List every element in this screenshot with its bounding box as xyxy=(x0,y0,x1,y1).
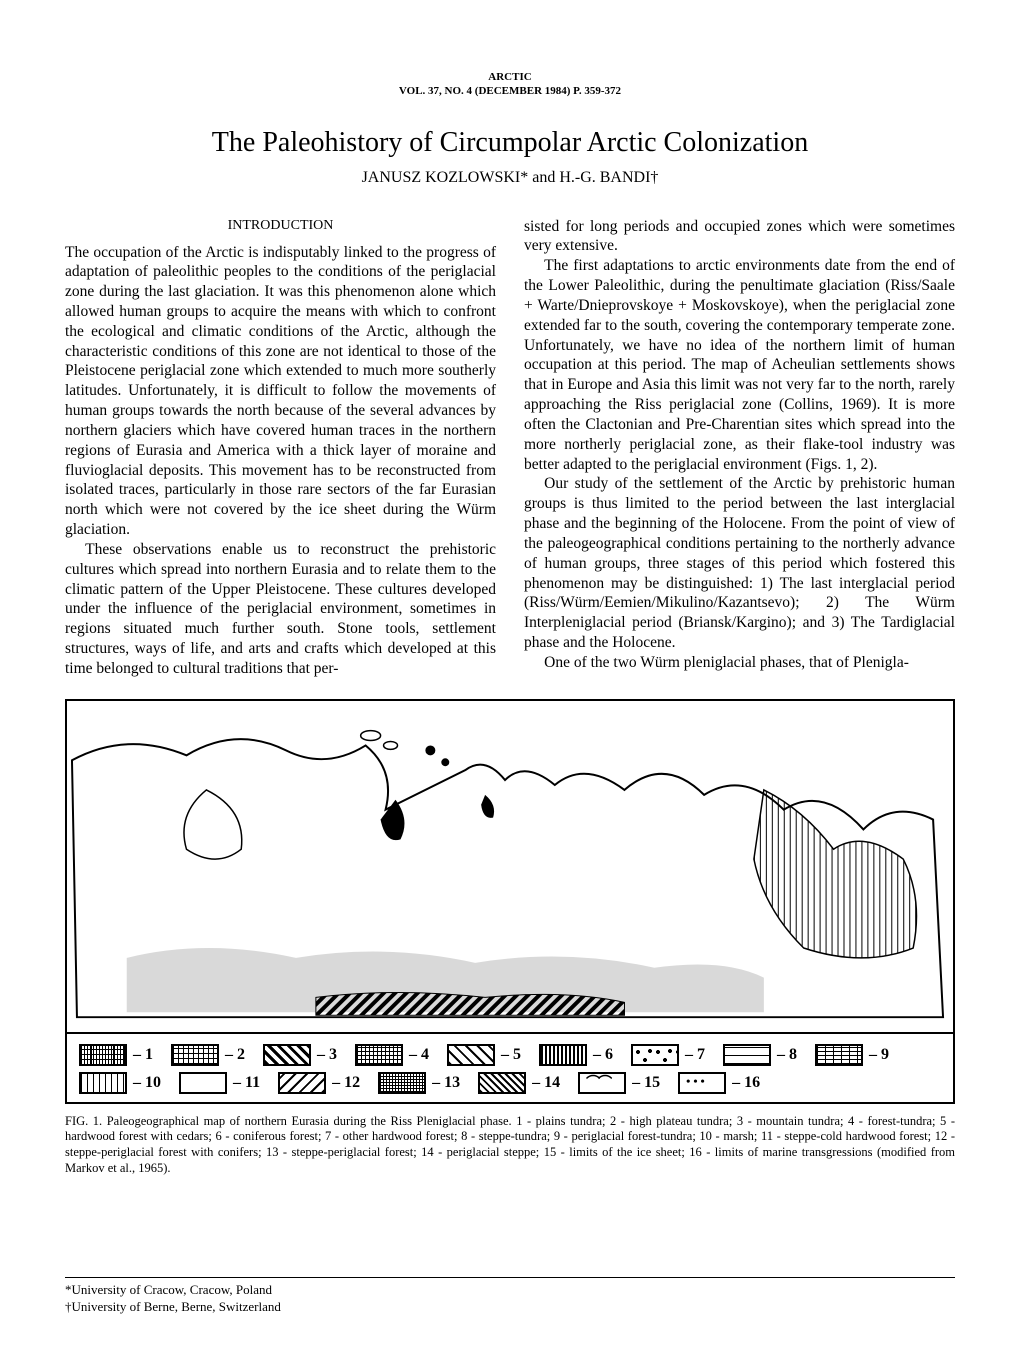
legend-number: – 3 xyxy=(317,1046,337,1064)
figure-1: – 1 – 2 – 3 – 4 – 5 – 6 – 7 – 8 – 9 – 10 – 11 – 12 –… xyxy=(65,699,955,1177)
body-paragraph: The first adaptations to arctic environm… xyxy=(524,256,955,474)
legend-item: – 9 xyxy=(815,1044,889,1066)
legend-swatch xyxy=(378,1072,426,1094)
body-paragraph: sisted for long periods and occupied zon… xyxy=(524,217,955,257)
figure-caption: FIG. 1. Paleogeographical map of norther… xyxy=(65,1114,955,1177)
legend-number: – 4 xyxy=(409,1046,429,1064)
legend-swatch xyxy=(447,1044,495,1066)
journal-header: ARCTIC VOL. 37, NO. 4 (DECEMBER 1984) P.… xyxy=(65,70,955,99)
left-column: INTRODUCTION The occupation of the Arcti… xyxy=(65,217,496,679)
paper-title: The Paleohistory of Circumpolar Arctic C… xyxy=(65,127,955,159)
legend-swatch xyxy=(631,1044,679,1066)
legend-item: – 2 xyxy=(171,1044,245,1066)
figure-map xyxy=(65,699,955,1034)
legend-swatch xyxy=(678,1072,726,1094)
legend-number: – 2 xyxy=(225,1046,245,1064)
figure-legend: – 1 – 2 – 3 – 4 – 5 – 6 – 7 – 8 – 9 – 10 – 11 – 12 –… xyxy=(65,1034,955,1104)
legend-number: – 11 xyxy=(233,1074,260,1092)
legend-number: – 1 xyxy=(133,1046,153,1064)
legend-swatch xyxy=(539,1044,587,1066)
legend-number: – 9 xyxy=(869,1046,889,1064)
legend-swatch xyxy=(79,1044,127,1066)
legend-swatch xyxy=(355,1044,403,1066)
legend-item: – 6 xyxy=(539,1044,613,1066)
author-affiliations: *University of Cracow, Cracow, Poland †U… xyxy=(65,1277,955,1316)
journal-issue: VOL. 37, NO. 4 (DECEMBER 1984) P. 359-37… xyxy=(65,84,955,98)
legend-item: – 5 xyxy=(447,1044,521,1066)
body-paragraph: One of the two Würm pleniglacial phases,… xyxy=(524,653,955,673)
legend-number: – 10 xyxy=(133,1074,161,1092)
body-paragraph: These observations enable us to reconstr… xyxy=(65,540,496,679)
legend-number: – 6 xyxy=(593,1046,613,1064)
legend-item: – 11 xyxy=(179,1072,260,1094)
journal-name: ARCTIC xyxy=(65,70,955,84)
legend-item: – 1 xyxy=(79,1044,153,1066)
legend-item: – 3 xyxy=(263,1044,337,1066)
legend-swatch xyxy=(79,1072,127,1094)
legend-swatch xyxy=(179,1072,227,1094)
legend-item: – 8 xyxy=(723,1044,797,1066)
section-heading-introduction: INTRODUCTION xyxy=(65,217,496,235)
legend-item: – 12 xyxy=(278,1072,360,1094)
affiliation-line: †University of Berne, Berne, Switzerland xyxy=(65,1299,955,1316)
legend-number: – 13 xyxy=(432,1074,460,1092)
affiliation-line: *University of Cracow, Cracow, Poland xyxy=(65,1282,955,1299)
legend-item: – 16 xyxy=(678,1072,760,1094)
legend-item: – 10 xyxy=(79,1072,161,1094)
legend-swatch xyxy=(171,1044,219,1066)
legend-swatch xyxy=(278,1072,326,1094)
legend-item: – 4 xyxy=(355,1044,429,1066)
paper-authors: JANUSZ KOZLOWSKI* and H.-G. BANDI† xyxy=(65,169,955,187)
legend-item: – 15 xyxy=(578,1072,660,1094)
map-svg xyxy=(67,701,953,1032)
figure-caption-label: FIG. 1. xyxy=(65,1114,102,1128)
legend-swatch xyxy=(578,1072,626,1094)
legend-number: – 5 xyxy=(501,1046,521,1064)
legend-number: – 7 xyxy=(685,1046,705,1064)
right-column: sisted for long periods and occupied zon… xyxy=(524,217,955,679)
body-paragraph: Our study of the settlement of the Arcti… xyxy=(524,474,955,652)
legend-number: – 15 xyxy=(632,1074,660,1092)
figure-caption-text: Paleogeographical map of northern Eurasi… xyxy=(65,1114,955,1175)
legend-number: – 8 xyxy=(777,1046,797,1064)
legend-item: – 7 xyxy=(631,1044,705,1066)
body-paragraph: The occupation of the Arctic is indisput… xyxy=(65,243,496,540)
legend-number: – 16 xyxy=(732,1074,760,1092)
legend-swatch xyxy=(263,1044,311,1066)
legend-swatch xyxy=(478,1072,526,1094)
legend-swatch xyxy=(723,1044,771,1066)
legend-number: – 14 xyxy=(532,1074,560,1092)
body-columns: INTRODUCTION The occupation of the Arcti… xyxy=(65,217,955,679)
legend-number: – 12 xyxy=(332,1074,360,1092)
legend-item: – 14 xyxy=(478,1072,560,1094)
legend-swatch xyxy=(815,1044,863,1066)
legend-item: – 13 xyxy=(378,1072,460,1094)
